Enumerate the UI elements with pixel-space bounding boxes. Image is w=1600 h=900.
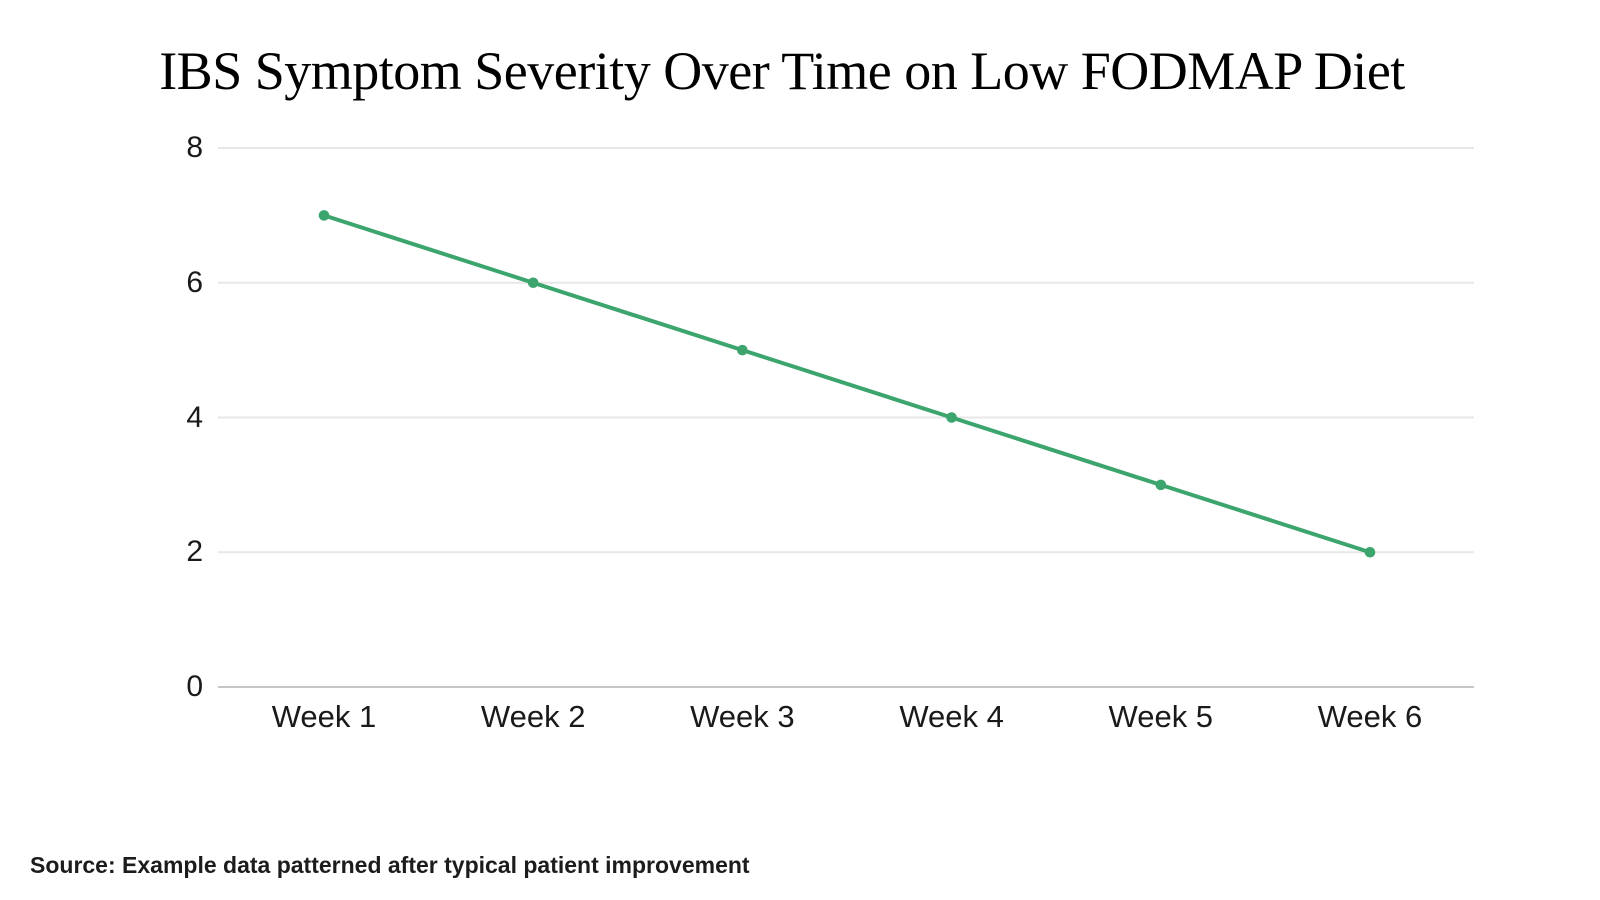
data-point-marker xyxy=(946,412,957,423)
y-tick-label: 4 xyxy=(186,400,203,434)
data-point-marker xyxy=(1364,546,1376,558)
data-point-marker xyxy=(737,344,748,356)
series-group xyxy=(318,210,1376,558)
gridlines-group xyxy=(218,147,1474,688)
chart-title: IBS Symptom Severity Over Time on Low FO… xyxy=(159,41,1405,101)
severity-line xyxy=(322,213,1372,555)
data-point-marker xyxy=(1155,479,1167,491)
x-category-label: Week 2 xyxy=(480,699,586,734)
y-tick-label: 2 xyxy=(186,535,203,569)
x-category-label: Week 6 xyxy=(1317,699,1423,734)
x-category-label: Week 5 xyxy=(1108,699,1214,734)
x-category-label: Week 3 xyxy=(690,699,795,734)
source-note: Source: Example data patterned after typ… xyxy=(30,852,750,878)
x-category-label: Week 1 xyxy=(271,699,377,734)
y-tick-label: 8 xyxy=(186,131,203,164)
data-point-marker xyxy=(527,277,539,289)
x-category-label: Week 4 xyxy=(899,699,1004,734)
y-tick-label: 6 xyxy=(186,265,203,299)
data-point-marker xyxy=(318,210,330,221)
y-tick-label: 0 xyxy=(186,670,203,703)
